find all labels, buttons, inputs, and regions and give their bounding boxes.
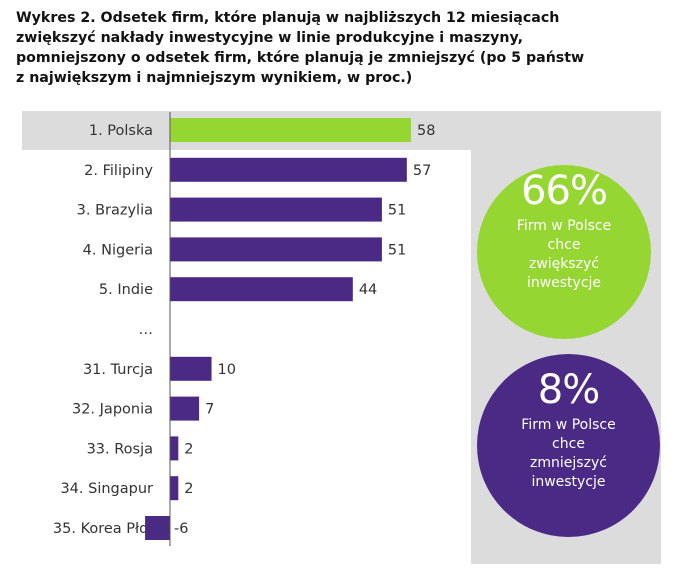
value-label: 10 (218, 362, 236, 378)
value-label: 2 (184, 481, 193, 497)
bar (170, 237, 382, 262)
value-label: 51 (388, 242, 406, 258)
increase-text-line: zwiększyć (528, 256, 600, 272)
bar (170, 436, 179, 461)
value-label: 44 (359, 282, 377, 298)
bar (170, 118, 411, 142)
bar (170, 356, 212, 381)
bars-group: 1. Polska 58 2. Filipiny 57 3. Brazylia 51 4. … (53, 112, 435, 546)
bar (170, 197, 382, 222)
increase-text-line: chce (547, 237, 581, 253)
category-label: 5. Indie (99, 282, 153, 298)
value-label: 51 (388, 203, 406, 219)
bar (170, 277, 353, 302)
category-label: 1. Polska (89, 123, 153, 139)
bar (145, 516, 170, 540)
value-label: 2 (184, 441, 193, 457)
value-label: 7 (205, 402, 214, 418)
decrease-text-line: inwestycje (531, 474, 606, 490)
value-label: -6 (174, 521, 188, 537)
decrease-text-line: chce (552, 436, 585, 452)
increase-text: Firm w Polsce chce zwiększyć inwestycje (477, 217, 651, 293)
increase-text-line: Firm w Polsce (516, 218, 612, 234)
category-label: 4. Nigeria (83, 242, 153, 258)
decrease-percent: 8% (537, 367, 600, 413)
decrease-text-line: zmniejszyć (530, 455, 607, 471)
decrease-text-line: Firm w Polsce (521, 417, 616, 433)
category-label: 34. Singapur (60, 481, 153, 497)
decrease-callout: 8% Firm w Polsce chce zmniejszyć inwesty… (477, 354, 660, 537)
category-label: 35. Korea Płd. (53, 521, 153, 537)
category-label: 3. Brazylia (77, 203, 153, 219)
chart-title-line: pomniejszony o odsetek firm, które planu… (16, 50, 585, 66)
increase-percent: 66% (521, 168, 608, 214)
chart-title: Wykres 2. Odsetek firm, które planują w … (16, 8, 666, 88)
category-label: 31. Turcja (83, 362, 153, 378)
value-label: 58 (417, 123, 435, 139)
increase-text-line: inwestycje (526, 275, 602, 291)
bar (170, 476, 179, 501)
category-label: 32. Japonia (72, 402, 153, 418)
chart-title-line: zwiększyć nakłady inwestycyjne w linie p… (16, 30, 524, 46)
category-label: 2. Filipiny (84, 163, 153, 179)
category-label: 33. Rosja (87, 441, 153, 457)
value-label: 57 (413, 163, 431, 179)
category-label: … (139, 322, 154, 338)
bar (170, 396, 200, 421)
decrease-text: Firm w Polsce chce zmniejszyć inwestycje (477, 416, 660, 492)
increase-callout: 66% Firm w Polsce chce zwiększyć inwesty… (477, 165, 651, 339)
chart-title-line: z największym i najmniejszym wynikiem, w… (16, 70, 413, 86)
chart-title-line: Wykres 2. Odsetek firm, które planują w … (16, 10, 560, 26)
bar (170, 157, 407, 182)
